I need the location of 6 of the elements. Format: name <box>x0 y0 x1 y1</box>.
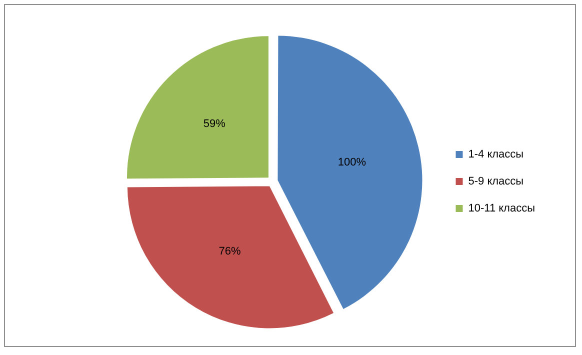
data-label: 59% <box>203 118 226 130</box>
legend-label: 5-9 классы <box>468 176 524 188</box>
legend-label: 10-11 классы <box>468 202 536 215</box>
data-label: 76% <box>218 245 241 258</box>
legend-label: 1-4 классы <box>468 148 524 161</box>
data-label: 100% <box>338 156 366 169</box>
